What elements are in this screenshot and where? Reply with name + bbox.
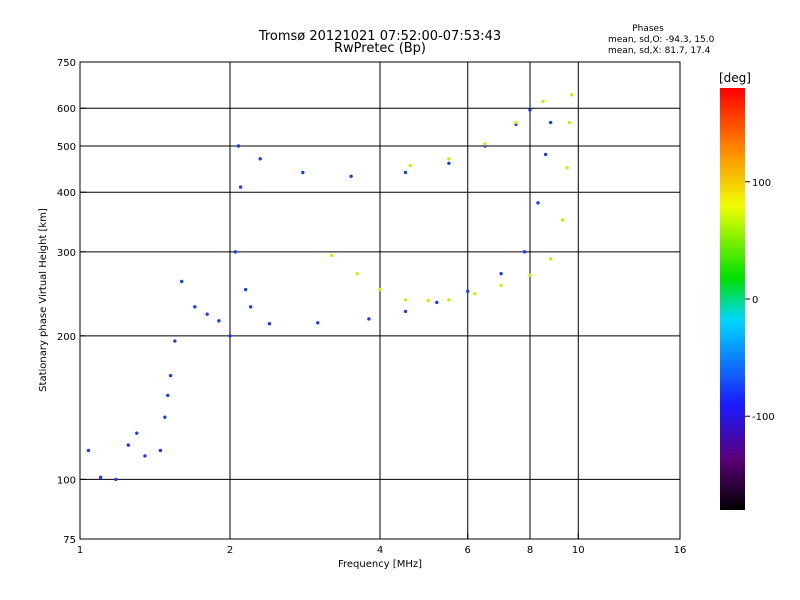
data-point bbox=[135, 431, 139, 435]
data-point bbox=[267, 322, 272, 326]
stats-heading: Phases bbox=[632, 24, 664, 34]
data-point bbox=[233, 250, 238, 254]
data-point bbox=[522, 250, 527, 254]
data-point bbox=[238, 185, 243, 189]
data-point bbox=[301, 170, 305, 175]
x-tick-label: 8 bbox=[527, 545, 533, 556]
data-point bbox=[236, 144, 241, 148]
data-point bbox=[435, 300, 439, 305]
x-tick-label: 6 bbox=[465, 545, 471, 556]
x-tick-label: 16 bbox=[674, 545, 687, 556]
data-point bbox=[447, 298, 451, 302]
y-tick-label: 400 bbox=[57, 188, 76, 199]
data-point bbox=[483, 142, 487, 146]
stats-o-line: mean, sd,O: -94.3, 15.0 bbox=[608, 35, 715, 45]
y-tick-label: 750 bbox=[57, 58, 76, 69]
data-point bbox=[560, 218, 565, 222]
x-tick-label: 1 bbox=[77, 545, 83, 556]
data-point bbox=[466, 289, 470, 293]
colorbar-ticks: 100 0 -100 bbox=[745, 178, 775, 423]
data-point bbox=[114, 477, 118, 482]
data-point bbox=[86, 448, 91, 453]
grid bbox=[80, 62, 680, 539]
data-point bbox=[499, 271, 503, 276]
y-axis-label: Stationary phase Virtual Height [km] bbox=[38, 208, 49, 392]
data-point bbox=[541, 99, 545, 104]
x-axis-label: Frequency [MHz] bbox=[338, 559, 422, 570]
y-tick-label: 100 bbox=[57, 475, 76, 486]
data-point bbox=[193, 305, 197, 309]
stats-x-line: mean, sd,X: 81.7, 17.4 bbox=[608, 46, 711, 56]
data-point bbox=[548, 120, 553, 125]
data-point bbox=[536, 201, 540, 205]
data-point bbox=[243, 287, 248, 292]
chart-title: Tromsø 20121021 07:52:00-07:53:43 bbox=[258, 29, 501, 44]
data-point bbox=[514, 120, 518, 125]
colorbar-tick-label: 100 bbox=[752, 178, 771, 189]
data-point bbox=[166, 393, 170, 398]
data-point bbox=[205, 312, 209, 316]
data-point bbox=[548, 257, 553, 261]
colorbar-label: [deg] bbox=[719, 71, 751, 85]
data-point bbox=[180, 279, 184, 284]
data-point bbox=[330, 253, 334, 257]
y-tick-label: 600 bbox=[57, 104, 76, 115]
x-tick-label: 4 bbox=[377, 545, 383, 556]
y-tick-label: 300 bbox=[57, 248, 76, 259]
data-point bbox=[565, 166, 569, 170]
x-tick-label: 2 bbox=[227, 545, 233, 556]
colorbar-tick-label: 0 bbox=[752, 295, 758, 306]
chart-subtitle: RwPretec (Bp) bbox=[334, 41, 426, 56]
data-point bbox=[163, 415, 167, 419]
data-point bbox=[367, 317, 371, 321]
colorbar bbox=[720, 88, 745, 510]
data-point bbox=[258, 157, 262, 161]
data-point bbox=[473, 292, 477, 296]
data-point bbox=[528, 273, 532, 277]
data-point bbox=[403, 298, 408, 302]
data-point bbox=[378, 287, 382, 292]
y-tick-label: 75 bbox=[63, 535, 76, 546]
axis-ticks: 1 2 4 6 8 10 16 75 100 200 300 400 500 600 750 bbox=[57, 58, 686, 556]
data-point bbox=[168, 373, 173, 378]
data-point bbox=[143, 454, 147, 458]
data-point bbox=[228, 334, 232, 338]
y-tick-label: 500 bbox=[57, 142, 76, 153]
data-point bbox=[158, 448, 163, 453]
data-point bbox=[403, 309, 408, 314]
data-point bbox=[447, 161, 451, 165]
y-tick-label: 200 bbox=[57, 332, 76, 343]
data-point bbox=[316, 321, 320, 325]
data-point bbox=[126, 443, 130, 447]
data-point bbox=[499, 283, 503, 288]
data-point bbox=[355, 271, 359, 276]
data-point bbox=[173, 339, 177, 343]
data-point bbox=[569, 93, 574, 97]
data-point bbox=[447, 157, 451, 161]
data-points bbox=[86, 93, 574, 482]
data-point bbox=[217, 319, 221, 323]
colorbar-tick-label: -100 bbox=[752, 412, 775, 423]
data-point bbox=[248, 305, 253, 309]
x-tick-label: 10 bbox=[572, 545, 585, 556]
data-point bbox=[543, 152, 548, 157]
data-point bbox=[426, 298, 430, 303]
data-point bbox=[408, 163, 412, 168]
data-point bbox=[403, 170, 408, 175]
data-point bbox=[98, 475, 103, 480]
data-point bbox=[528, 108, 532, 112]
data-point bbox=[567, 120, 572, 125]
data-point bbox=[349, 174, 353, 178]
